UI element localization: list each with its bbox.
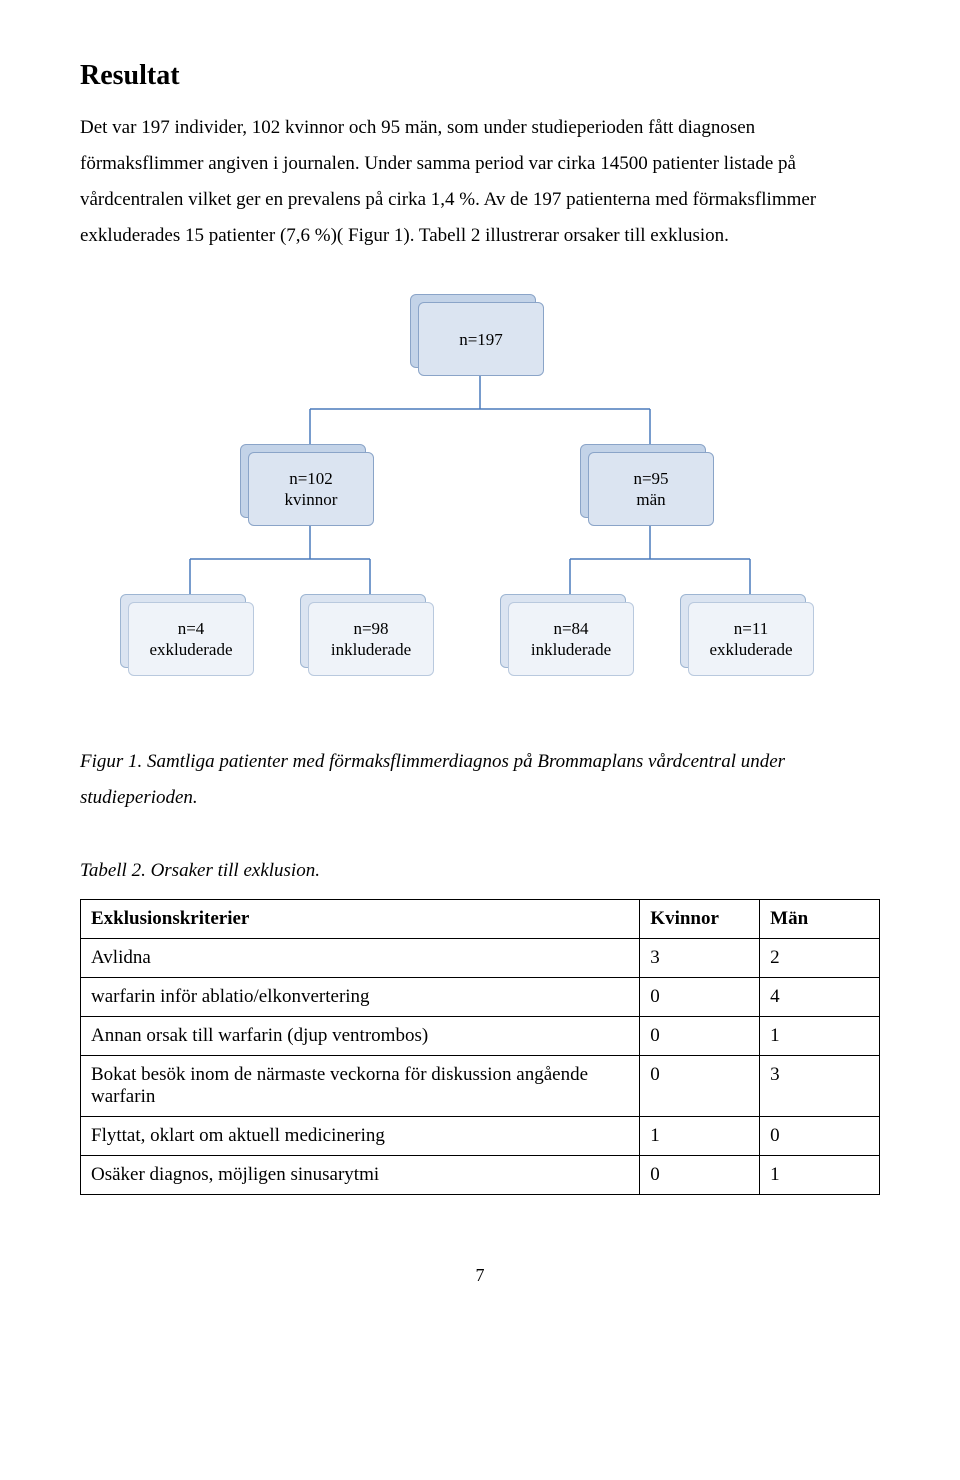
node-line2: inkluderade <box>531 639 611 660</box>
table-cell: 0 <box>640 1055 760 1116</box>
page-number: 7 <box>80 1265 880 1286</box>
table-row: Avlidna32 <box>81 938 880 977</box>
node-front: n=98inkluderade <box>308 602 434 676</box>
node-line1: n=11 <box>734 618 768 639</box>
table-cell: 4 <box>760 977 880 1016</box>
table-row: Annan orsak till warfarin (djup ventromb… <box>81 1016 880 1055</box>
flowchart-container: n=197n=102kvinnorn=95männ=4exkluderaden=… <box>80 294 880 714</box>
table-row: warfarin inför ablatio/elkonvertering04 <box>81 977 880 1016</box>
table-cell: 0 <box>760 1116 880 1155</box>
node-line1: n=98 <box>353 618 388 639</box>
table-cell: 3 <box>640 938 760 977</box>
node-line2: kvinnor <box>285 489 338 510</box>
col-kvinnor: Kvinnor <box>640 899 760 938</box>
exclusion-table: Exklusionskriterier Kvinnor Män Avlidna3… <box>80 899 880 1195</box>
node-line1: n=4 <box>178 618 205 639</box>
node-line1: n=197 <box>459 329 503 350</box>
table-cell: 0 <box>640 1016 760 1055</box>
node-front: n=11exkluderade <box>688 602 814 676</box>
table-cell: Annan orsak till warfarin (djup ventromb… <box>81 1016 640 1055</box>
node-line1: n=102 <box>289 468 333 489</box>
table-cell: warfarin inför ablatio/elkonvertering <box>81 977 640 1016</box>
node-line2: exkluderade <box>149 639 232 660</box>
table-row: Bokat besök inom de närmaste veckorna fö… <box>81 1055 880 1116</box>
node-line1: n=95 <box>633 468 668 489</box>
table-cell: 1 <box>760 1016 880 1055</box>
col-kriterier: Exklusionskriterier <box>81 899 640 938</box>
table-cell: 0 <box>640 1155 760 1194</box>
node-front: n=197 <box>418 302 544 376</box>
table-cell: Avlidna <box>81 938 640 977</box>
node-line1: n=84 <box>553 618 588 639</box>
table-row: Flyttat, oklart om aktuell medicinering1… <box>81 1116 880 1155</box>
node-line2: inkluderade <box>331 639 411 660</box>
table-cell: 0 <box>640 977 760 1016</box>
col-man: Män <box>760 899 880 938</box>
table-header-row: Exklusionskriterier Kvinnor Män <box>81 899 880 938</box>
node-front: n=95män <box>588 452 714 526</box>
node-front: n=4exkluderade <box>128 602 254 676</box>
node-front: n=84inkluderade <box>508 602 634 676</box>
table-cell: Osäker diagnos, möjligen sinusarytmi <box>81 1155 640 1194</box>
table-title: Tabell 2. Orsaker till exklusion. <box>80 853 880 889</box>
table-cell: 1 <box>640 1116 760 1155</box>
node-line2: män <box>636 489 665 510</box>
section-heading: Resultat <box>80 60 880 92</box>
table-cell: 2 <box>760 938 880 977</box>
intro-paragraph: Det var 197 individer, 102 kvinnor och 9… <box>80 110 880 254</box>
table-row: Osäker diagnos, möjligen sinusarytmi01 <box>81 1155 880 1194</box>
table-cell: 1 <box>760 1155 880 1194</box>
table-cell: Bokat besök inom de närmaste veckorna fö… <box>81 1055 640 1116</box>
node-front: n=102kvinnor <box>248 452 374 526</box>
node-line2: exkluderade <box>709 639 792 660</box>
flowchart: n=197n=102kvinnorn=95männ=4exkluderaden=… <box>110 294 850 714</box>
table-cell: 3 <box>760 1055 880 1116</box>
figure-caption: Figur 1. Samtliga patienter med förmaksf… <box>80 744 880 816</box>
table-cell: Flyttat, oklart om aktuell medicinering <box>81 1116 640 1155</box>
